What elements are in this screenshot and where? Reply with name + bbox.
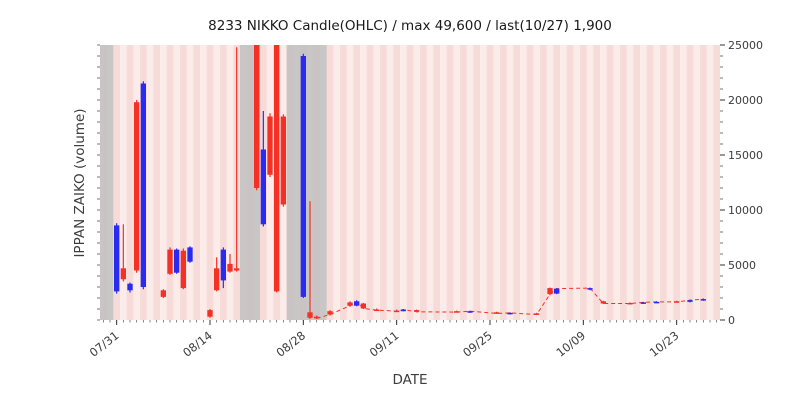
plot-area: 0 5000 10000 15000 20000 25000 07/31 08/14 08/28… — [87, 39, 763, 360]
svg-text:10/23: 10/23 — [647, 328, 682, 359]
svg-text:0: 0 — [728, 314, 735, 327]
svg-text:10/09: 10/09 — [553, 328, 588, 359]
svg-text:08/14: 08/14 — [180, 328, 215, 359]
svg-text:09/11: 09/11 — [367, 328, 402, 359]
svg-text:07/31: 07/31 — [87, 328, 122, 359]
svg-text:15000: 15000 — [728, 149, 763, 162]
svg-text:10000: 10000 — [728, 204, 763, 217]
svg-text:5000: 5000 — [728, 259, 756, 272]
svg-text:09/25: 09/25 — [460, 328, 495, 359]
chart-title: 8233 NIKKO Candle(OHLC) / max 49,600 / l… — [208, 18, 612, 34]
svg-text:20000: 20000 — [728, 94, 763, 107]
x-axis-label: DATE — [392, 372, 427, 388]
svg-text:08/28: 08/28 — [273, 328, 308, 359]
y-axis-label: IPPAN ZAIKO (volume) — [72, 108, 88, 257]
svg-text:25000: 25000 — [728, 39, 763, 52]
